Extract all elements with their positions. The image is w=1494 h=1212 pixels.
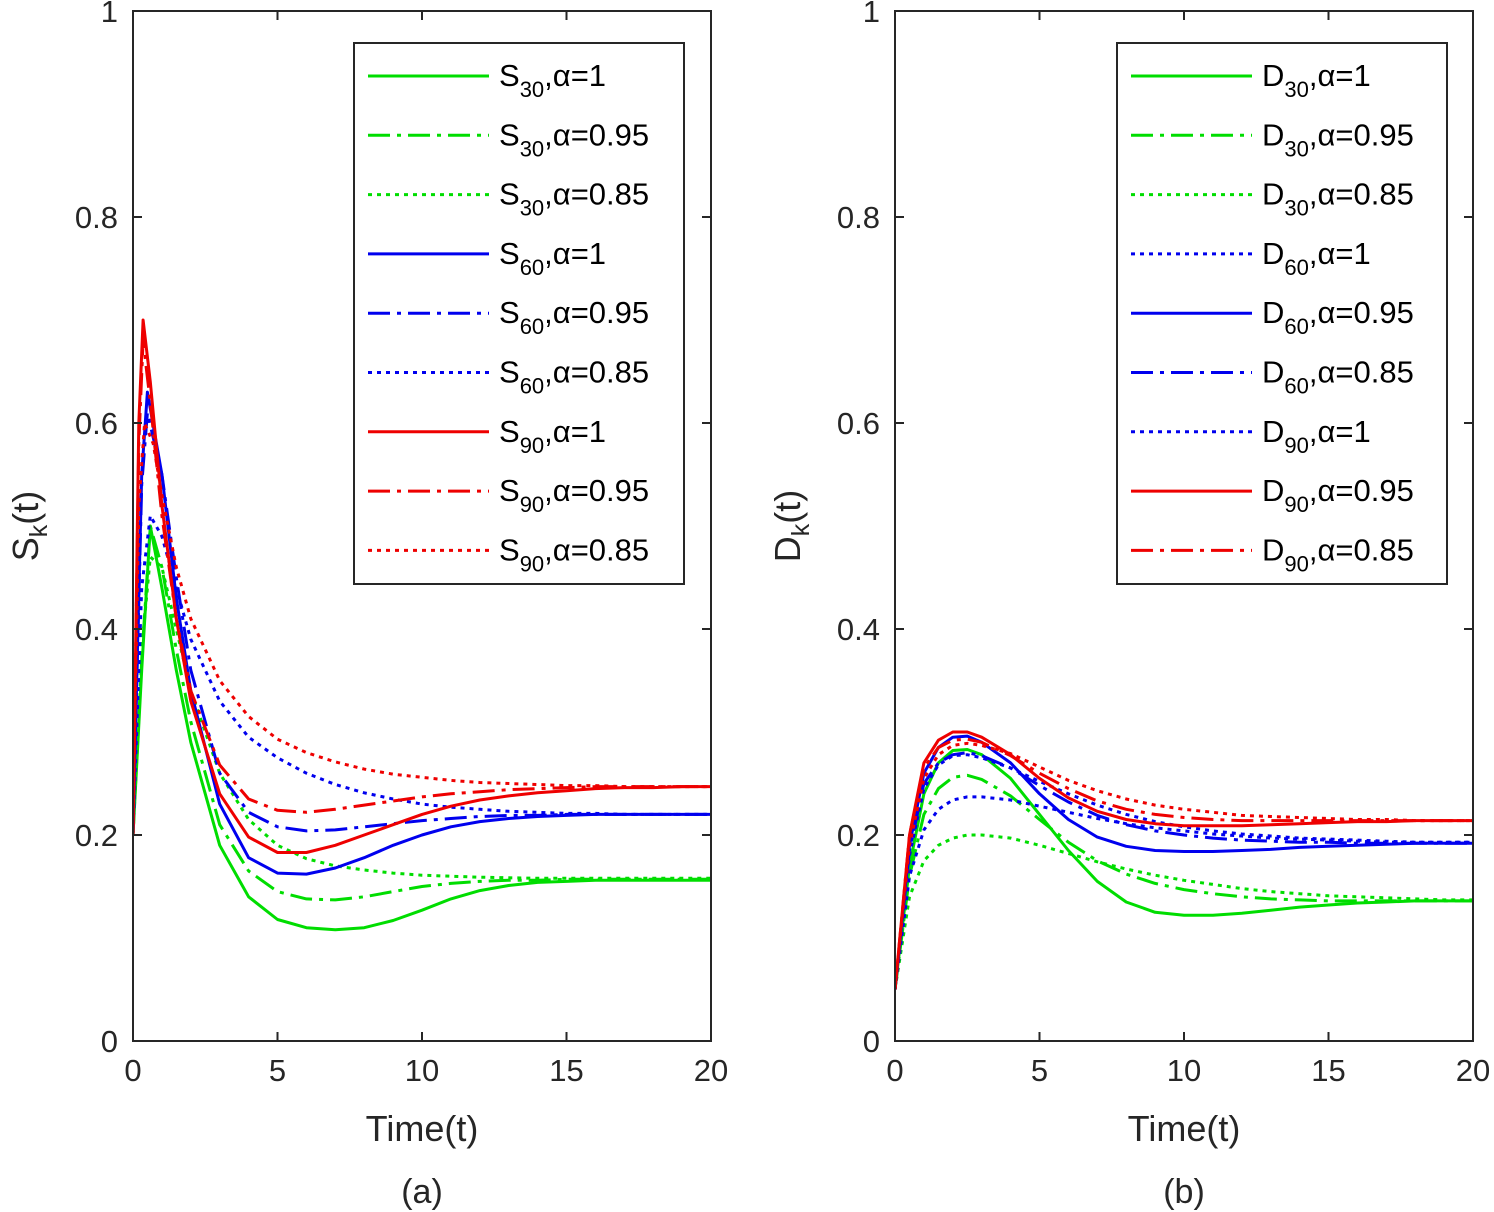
legend-label: D30,α=0.85 bbox=[1262, 177, 1414, 221]
series-group bbox=[133, 318, 711, 932]
y-tick-label: 0.6 bbox=[837, 406, 880, 441]
series-line-D30-solid bbox=[895, 748, 1473, 990]
legend-label: S60,α=0.85 bbox=[499, 355, 649, 399]
y-tick-label: 0.6 bbox=[75, 406, 118, 441]
series-line-S30-dotted bbox=[133, 555, 711, 880]
legend-label: S60,α=0.95 bbox=[499, 295, 649, 339]
y-tick-label: 0.4 bbox=[75, 612, 118, 647]
y-tick-label: 0.4 bbox=[837, 612, 880, 647]
series-group bbox=[895, 730, 1473, 990]
legend-label: D60,α=0.85 bbox=[1262, 355, 1414, 399]
legend-box bbox=[353, 42, 685, 585]
x-tick-label: 0 bbox=[124, 1053, 141, 1088]
series-line-D90-dashdot bbox=[895, 737, 1473, 990]
y-axis-label: Sk(t) bbox=[5, 491, 53, 562]
y-tick-label: 0.8 bbox=[837, 200, 880, 235]
series-line-D90-dotted bbox=[895, 753, 1473, 990]
y-tick-label: 1 bbox=[101, 0, 118, 29]
legend-label: D90,α=0.85 bbox=[1262, 532, 1414, 576]
legend: D30,α=1 D30,α=0.95 D30,α=0.85 D60,α=1 D60,α=… bbox=[1116, 42, 1448, 585]
legend-label: D30,α=1 bbox=[1262, 58, 1371, 102]
legend-label: S30,α=0.95 bbox=[499, 117, 649, 161]
x-tick-label: 15 bbox=[1311, 1053, 1345, 1088]
y-tick-label: 0.8 bbox=[75, 200, 118, 235]
x-axis-label: Time(t) bbox=[366, 1108, 479, 1149]
legend-label: S90,α=0.95 bbox=[499, 473, 649, 517]
y-tick-label: 0 bbox=[863, 1024, 880, 1059]
legend-label: S30,α=1 bbox=[499, 58, 606, 102]
x-tick-label: 15 bbox=[549, 1053, 583, 1088]
panel-a: 0 5 10 15 20 0 0.2 0.4 0.6 0.8 1 Time(t) Sk(t) (a) S30… bbox=[5, 0, 728, 1211]
x-tick-label: 5 bbox=[269, 1053, 286, 1088]
series-line-D30-dotted bbox=[895, 833, 1473, 990]
legend-label: S30,α=0.85 bbox=[499, 177, 649, 221]
series-line-S60-dotted bbox=[133, 514, 711, 836]
legend-label: D90,α=1 bbox=[1262, 414, 1371, 458]
series-line-S60-dashdot bbox=[133, 411, 711, 836]
legend-label: D60,α=0.95 bbox=[1262, 295, 1414, 339]
x-tick-label: 10 bbox=[405, 1053, 439, 1088]
legend-label: D90,α=0.95 bbox=[1262, 473, 1414, 517]
x-tick-label: 0 bbox=[886, 1053, 903, 1088]
x-tick-label: 20 bbox=[694, 1053, 728, 1088]
series-line-S90-dotted bbox=[133, 421, 711, 836]
legend-label: D30,α=0.95 bbox=[1262, 117, 1414, 161]
series-line-D30-dashdot bbox=[895, 773, 1473, 990]
y-tick-label: 0 bbox=[101, 1024, 118, 1059]
series-line-S60-solid bbox=[133, 390, 711, 876]
y-tick-label: 0.2 bbox=[837, 818, 880, 853]
x-tick-label: 10 bbox=[1167, 1053, 1201, 1088]
legend-label: S60,α=1 bbox=[499, 236, 606, 280]
series-line-extra-dotted bbox=[895, 741, 1473, 990]
x-tick-label: 5 bbox=[1031, 1053, 1048, 1088]
panel-b: 0 5 10 15 20 0 0.2 0.4 0.6 0.8 1 Time(t) Dk(t) (b) D30… bbox=[767, 0, 1490, 1211]
y-axis-label: Dk(t) bbox=[767, 490, 815, 562]
series-line-D60-solid bbox=[895, 734, 1473, 990]
legend-label: D60,α=1 bbox=[1262, 236, 1371, 280]
panel-caption: (a) bbox=[401, 1173, 443, 1211]
legend-label: S90,α=0.85 bbox=[499, 532, 649, 576]
y-tick-label: 1 bbox=[863, 0, 880, 29]
y-tick-label: 0.2 bbox=[75, 818, 118, 853]
legend-label: S90,α=1 bbox=[499, 414, 606, 458]
x-axis-label: Time(t) bbox=[1128, 1108, 1241, 1149]
panel-caption: (b) bbox=[1163, 1173, 1205, 1211]
x-tick-label: 20 bbox=[1456, 1053, 1490, 1088]
legend: S30,α=1 S30,α=0.95 S30,α=0.85 S60,α=1 S60,α=… bbox=[353, 42, 685, 585]
